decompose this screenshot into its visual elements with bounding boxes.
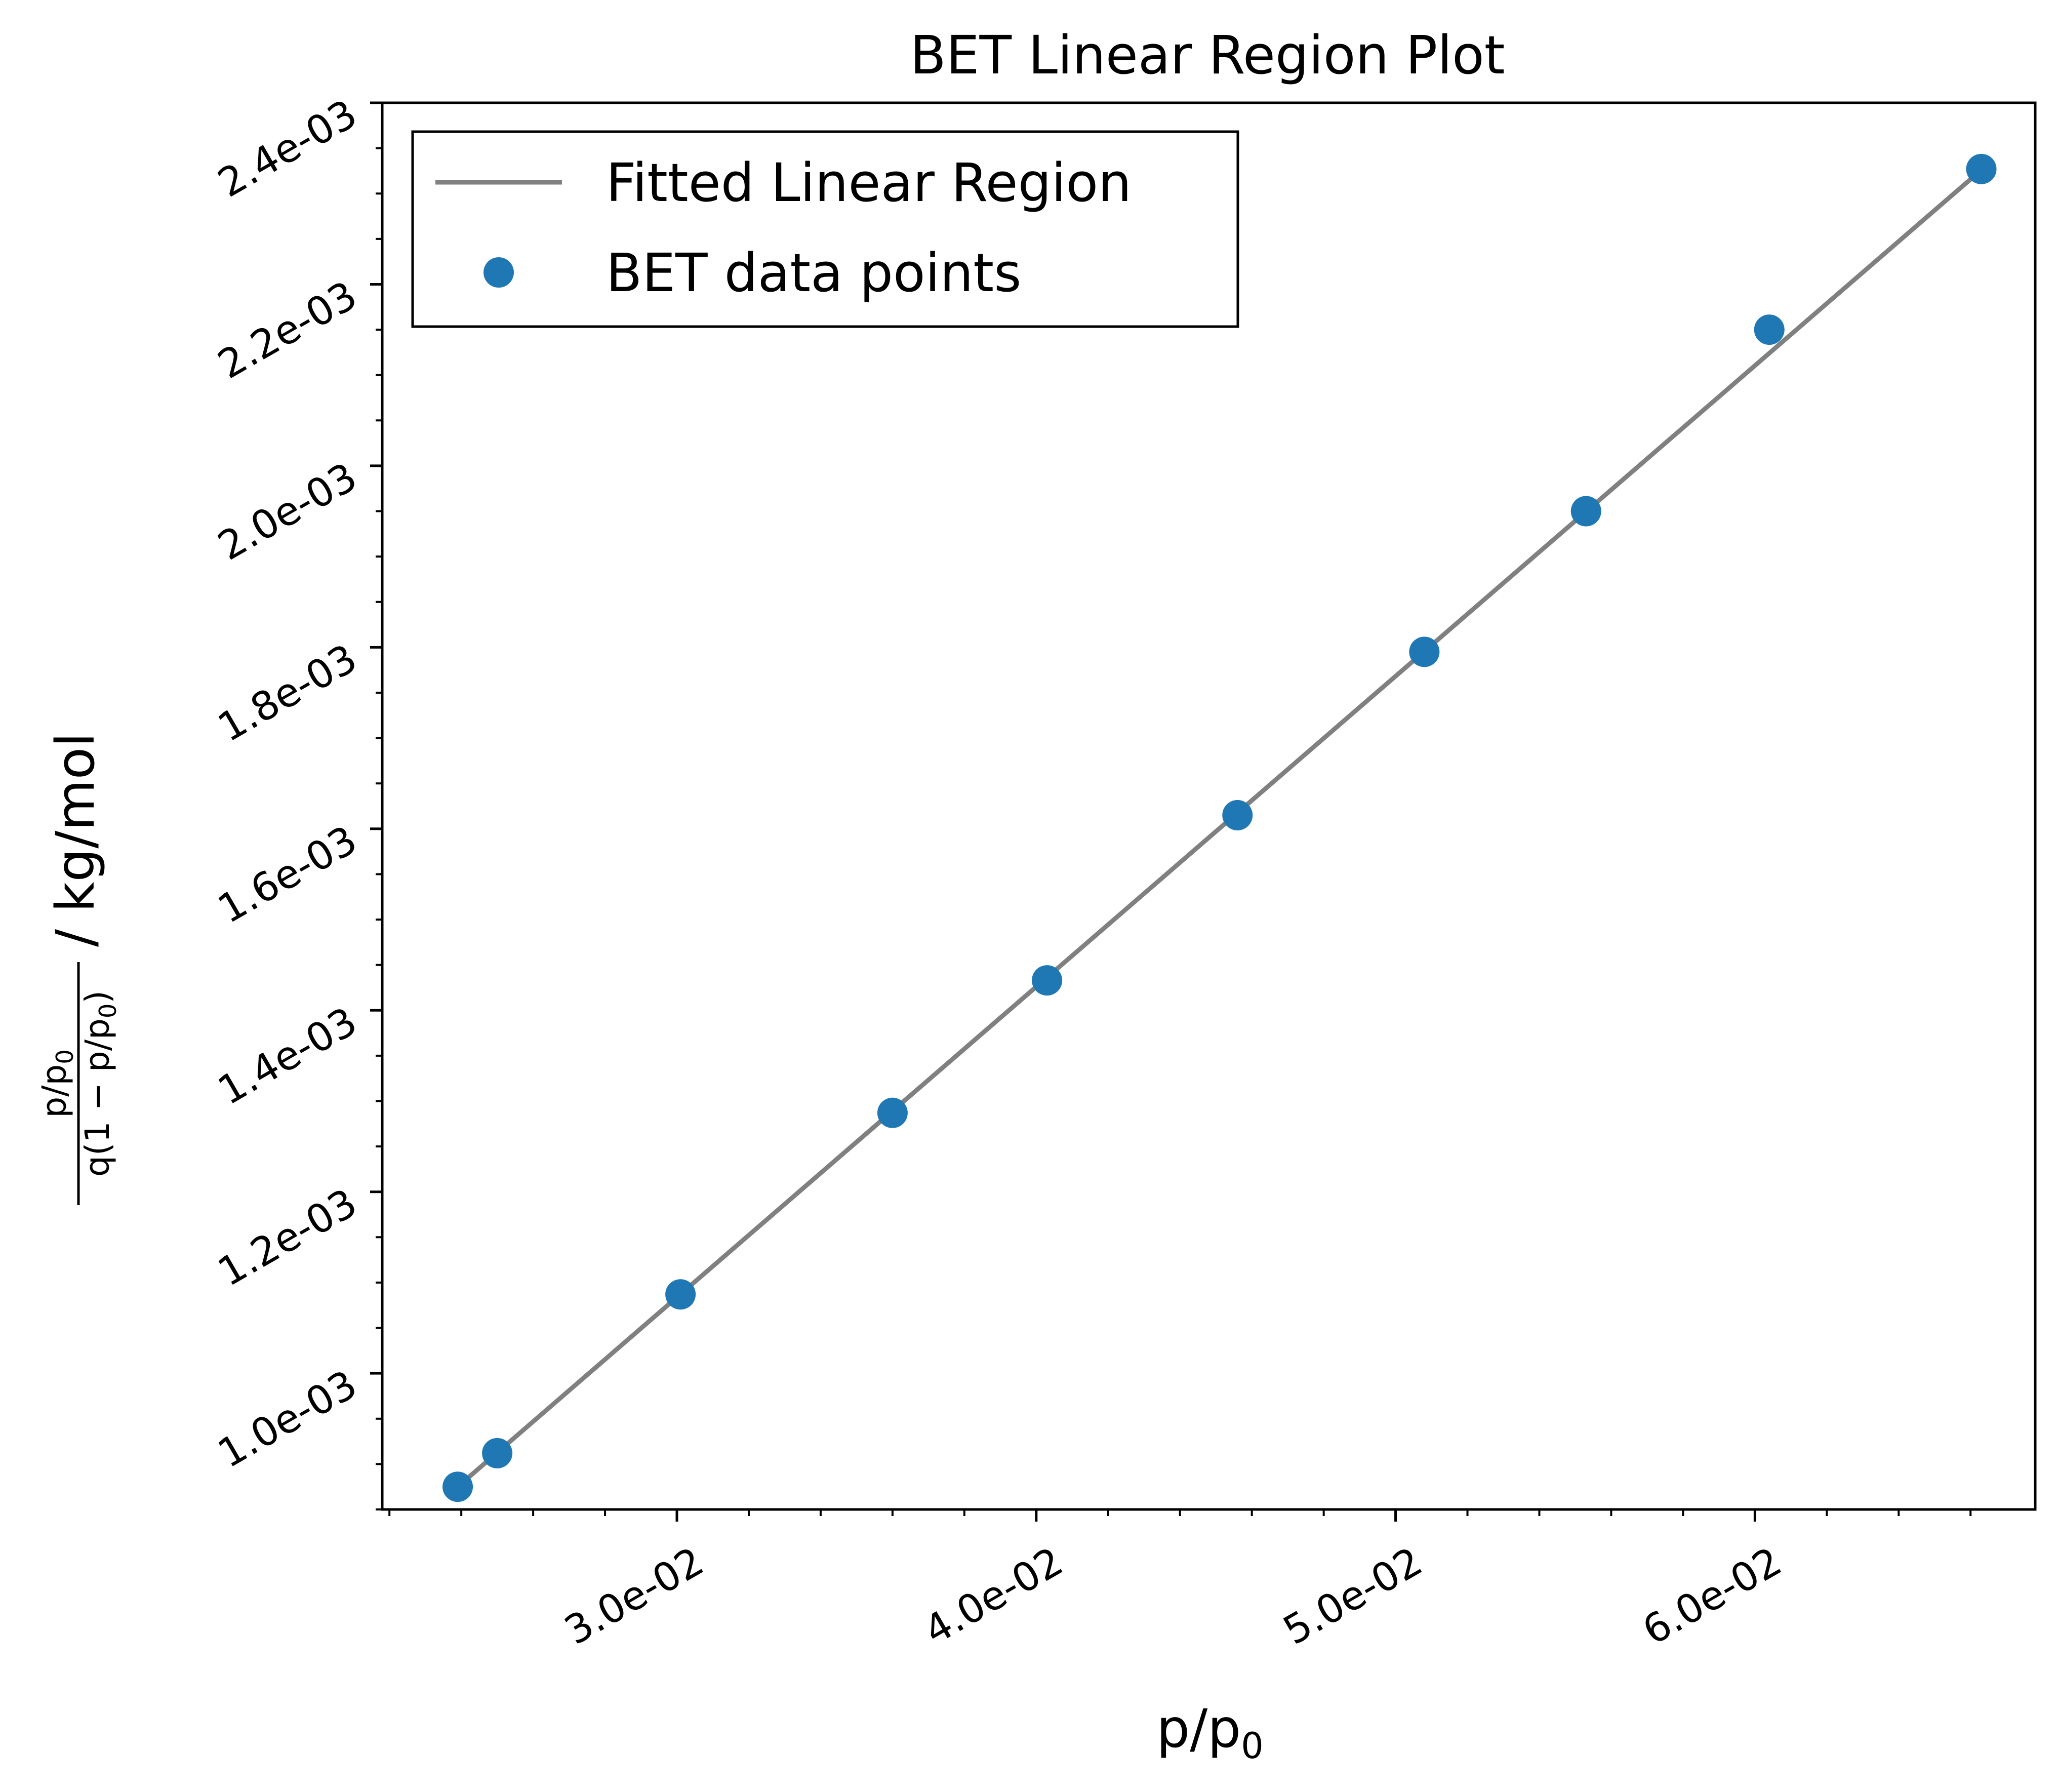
plot-frame <box>381 101 2037 1511</box>
y-axis-label-numerator: p/p0 <box>35 1049 78 1118</box>
data-point <box>1409 636 1440 667</box>
data-point <box>1222 800 1253 830</box>
data-point <box>1966 153 1997 184</box>
y-tick-label: 2.0e-03 <box>211 454 365 570</box>
y-tick-label: 1.4e-03 <box>211 999 365 1114</box>
legend-label-line: Fitted Linear Region <box>606 152 1132 214</box>
data-point <box>665 1279 696 1310</box>
y-axis-label-unit: / kg/mol <box>45 733 106 947</box>
y-tick-label: 2.2e-03 <box>211 273 365 388</box>
data-point <box>442 1471 473 1502</box>
x-tick-label: 4.0e-02 <box>916 1539 1070 1654</box>
data-point <box>1754 314 1785 345</box>
legend-point-swatch <box>483 257 514 288</box>
legend-box <box>411 130 1239 328</box>
fitted-line <box>456 168 1983 1489</box>
x-tick-label: 3.0e-02 <box>557 1539 711 1654</box>
x-axis-label: p/p0 <box>1156 1698 1264 1767</box>
y-tick-label: 1.6e-03 <box>211 817 365 933</box>
y-tick-label: 2.4e-03 <box>211 91 365 207</box>
y-tick-label: 1.2e-03 <box>211 1180 365 1296</box>
x-axis-label-main: p/p <box>1156 1698 1241 1760</box>
legend-label-points: BET data points <box>606 242 1021 304</box>
chart-title: BET Linear Region Plot <box>910 24 1505 86</box>
data-point <box>1032 965 1063 996</box>
data-point <box>877 1097 908 1128</box>
x-tick-label: 6.0e-02 <box>1635 1539 1789 1654</box>
y-axis-label: p/p0 q(1 − p/p0) / kg/mol <box>35 733 122 1205</box>
legend: Fitted Linear Region BET data points <box>411 130 1239 328</box>
y-axis-label-denominator: q(1 − p/p0) <box>78 990 122 1177</box>
data-point <box>482 1438 513 1468</box>
y-tick-label: 1.0e-03 <box>211 1362 365 1477</box>
y-tick-label: 1.8e-03 <box>211 635 365 751</box>
x-tick-label: 5.0e-02 <box>1276 1539 1430 1654</box>
data-point <box>1570 496 1601 527</box>
series-layer <box>442 153 1997 1502</box>
x-axis-label-sub: 0 <box>1241 1725 1264 1767</box>
